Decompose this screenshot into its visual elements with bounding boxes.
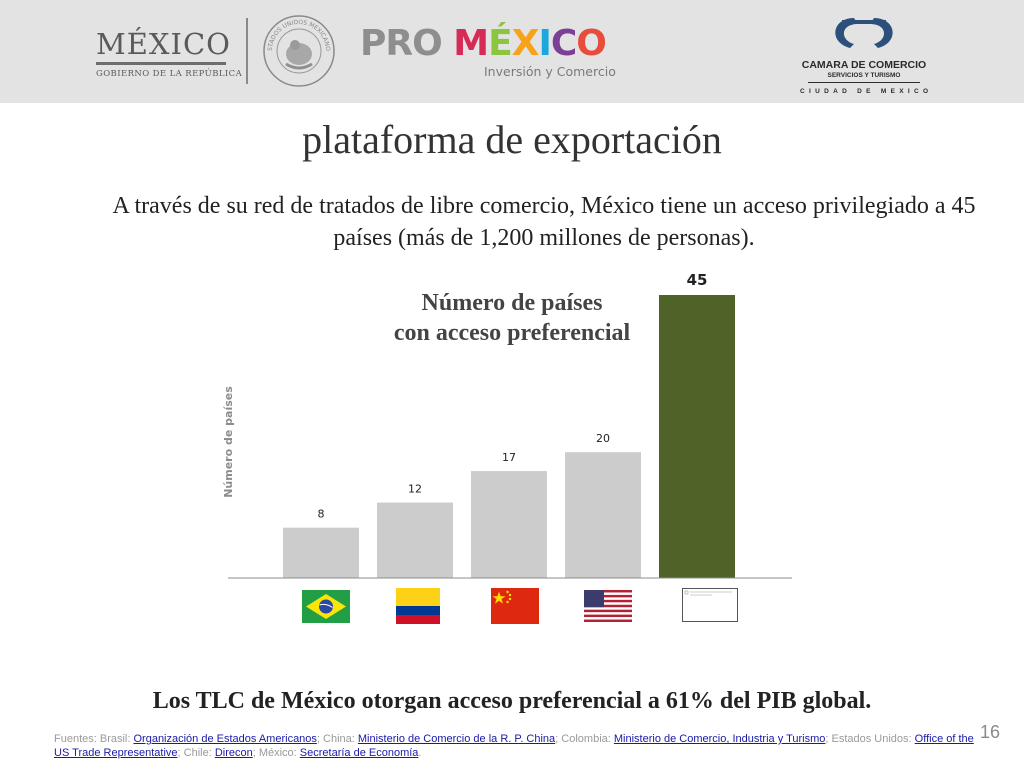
bar-value-label: 12 — [408, 483, 422, 496]
camara-line2: SERVICIOS Y TURISMO — [827, 72, 901, 79]
bar-value-label: 20 — [596, 432, 610, 445]
link-ministerio-colombia[interactable]: Ministerio de Comercio, Industria y Turi… — [613, 733, 826, 745]
sources-colombia-prefix: ; Colombia: — [555, 733, 614, 745]
colombia-flag-icon — [396, 588, 440, 624]
mexico-logo-subtitle: GOBIERNO DE LA REPÚBLICA — [96, 69, 243, 79]
chart-title-line2: con acceso preferencial — [393, 320, 631, 346]
usa-flag-icon — [584, 590, 632, 622]
mexico-logo-word: MÉXICO — [96, 27, 231, 61]
promexico-mexico-text: MÉXICO — [453, 23, 607, 64]
sources-china-prefix: ; China: — [316, 733, 358, 745]
sources-eeuu-prefix: ; Estados Unidos: — [825, 733, 915, 745]
page-number: 16 — [980, 722, 1001, 742]
slide-title: plataforma de exportación — [302, 117, 722, 162]
bar-value-label: 17 — [502, 451, 516, 464]
bar-méxico — [659, 295, 735, 578]
camara-comercio-logo: CAMARA DE COMERCIO SERVICIOS Y TURISMO C… — [800, 14, 933, 95]
slide-summary: Los TLC de México otorgan acceso prefere… — [152, 688, 872, 714]
bar-estados-unidos — [565, 452, 641, 578]
logo-divider — [246, 18, 248, 84]
promexico-letter: X — [511, 23, 540, 64]
camara-emblem-icon — [835, 18, 893, 48]
brazil-flag-icon — [302, 590, 350, 623]
promexico-letter: É — [488, 23, 513, 64]
mexico-logo-bar — [96, 62, 226, 65]
chart-title: Número de países con acceso preferencial — [372, 288, 652, 348]
camara-line1: CAMARA DE COMERCIO — [801, 59, 927, 71]
link-ministerio-china[interactable]: Ministerio de Comercio de la R. P. China — [357, 733, 556, 745]
slide-intro: A través de su red de tratados de libre … — [112, 193, 976, 251]
sources-chile-prefix: ; Chile: — [177, 747, 215, 759]
promexico-letter: C — [550, 23, 577, 64]
link-ustr[interactable]: Office of the US Trade Representative — [54, 733, 974, 759]
chart-title-line1: Número de países — [421, 290, 603, 316]
link-secretaria-economia[interactable]: Secretaría de Economía — [299, 747, 419, 759]
link-direcon[interactable]: Direcon — [214, 747, 253, 759]
bar-brasil — [283, 527, 359, 578]
gobierno-mexico-logo: MÉXICO GOBIERNO DE LA REPÚBLICA — [96, 27, 243, 79]
bar-value-label: 45 — [687, 271, 708, 289]
bar-china — [471, 471, 547, 578]
bar-value-label: 8 — [318, 508, 325, 521]
sources-prefix: Fuentes: Brasil: — [54, 733, 134, 745]
camara-line3: CIUDAD DE MEXICO — [800, 88, 933, 95]
link-oea[interactable]: Organización de Estados Americanos — [133, 733, 317, 745]
promexico-letter: M — [453, 23, 489, 64]
sources-mexico-prefix: ; México: — [252, 747, 300, 759]
promexico-tagline: Inversión y Comercio — [484, 64, 616, 79]
mexico-flag-placeholder-icon — [682, 588, 738, 622]
bar-colombia — [377, 502, 453, 578]
national-seal-icon: ESTADOS UNIDOS MEXICANOS — [262, 14, 335, 87]
sources-suffix: . — [418, 747, 422, 759]
camara-rule — [808, 82, 920, 83]
sources-footnote: Fuentes: Brasil: Organización de Estados… — [54, 732, 974, 760]
promexico-letter: O — [576, 23, 607, 64]
header-band: MÉXICO GOBIERNO DE LA REPÚBLICA ESTADOS … — [0, 0, 1024, 103]
promexico-logo: PRO MÉXICO Inversión y Comercio — [360, 23, 616, 80]
china-flag-icon — [491, 588, 539, 624]
promexico-pro-text: PRO — [360, 23, 443, 64]
y-axis-label: Número de países — [222, 386, 235, 498]
promexico-letter: I — [538, 23, 551, 64]
